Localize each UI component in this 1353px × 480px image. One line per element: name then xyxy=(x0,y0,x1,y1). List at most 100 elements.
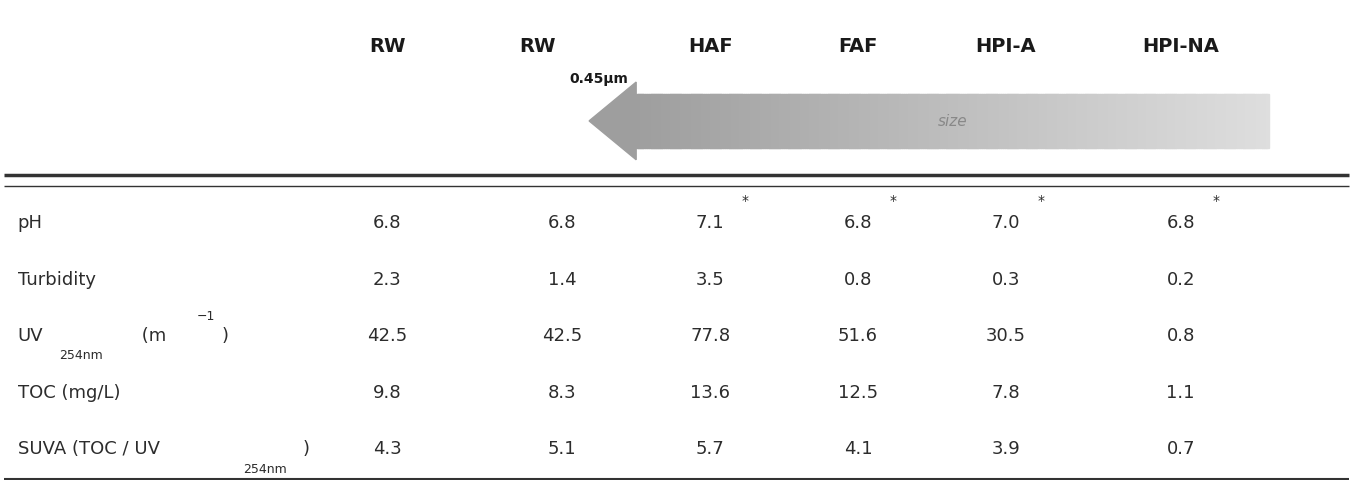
Bar xyxy=(1157,95,1160,149)
Bar xyxy=(1249,95,1252,149)
Text: 1.1: 1.1 xyxy=(1166,383,1195,401)
Bar xyxy=(832,95,835,149)
Bar xyxy=(1238,95,1242,149)
Bar xyxy=(1226,95,1229,149)
Text: SUVA (TOC / UV: SUVA (TOC / UV xyxy=(18,439,160,457)
Bar xyxy=(813,95,816,149)
Bar xyxy=(1036,95,1039,149)
Bar xyxy=(662,95,664,149)
Bar xyxy=(905,95,909,149)
Bar xyxy=(640,95,643,149)
Bar xyxy=(1115,95,1118,149)
Bar xyxy=(674,95,676,149)
Bar xyxy=(798,95,801,149)
Bar xyxy=(1206,95,1208,149)
Bar xyxy=(769,95,771,149)
Bar xyxy=(1112,95,1115,149)
Bar xyxy=(824,95,827,149)
Bar xyxy=(733,95,736,149)
Bar xyxy=(999,95,1001,149)
Bar xyxy=(946,95,948,149)
Text: RW: RW xyxy=(369,37,406,56)
Bar xyxy=(920,95,923,149)
Bar xyxy=(1124,95,1127,149)
Bar xyxy=(1241,95,1243,149)
Polygon shape xyxy=(589,83,636,160)
Bar xyxy=(1199,95,1201,149)
Bar xyxy=(739,95,743,149)
Bar xyxy=(1072,95,1076,149)
Bar xyxy=(1247,95,1250,149)
Bar xyxy=(729,95,732,149)
Bar xyxy=(897,95,900,149)
Bar xyxy=(1093,95,1096,149)
Bar xyxy=(935,95,938,149)
Bar xyxy=(1045,95,1047,149)
Bar xyxy=(1161,95,1164,149)
Text: 3.5: 3.5 xyxy=(695,270,724,288)
Bar xyxy=(996,95,999,149)
Bar xyxy=(1180,95,1183,149)
Bar xyxy=(727,95,729,149)
Text: 6.8: 6.8 xyxy=(373,214,402,232)
Bar xyxy=(810,95,813,149)
Bar xyxy=(821,95,824,149)
Bar xyxy=(904,95,907,149)
Text: 0.2: 0.2 xyxy=(1166,270,1195,288)
Bar xyxy=(924,95,928,149)
Bar xyxy=(754,95,756,149)
Bar xyxy=(1252,95,1254,149)
Bar xyxy=(881,95,884,149)
Text: 77.8: 77.8 xyxy=(690,326,731,345)
Bar xyxy=(649,95,652,149)
Bar xyxy=(957,95,959,149)
Bar xyxy=(825,95,828,149)
Text: TOC (mg/L): TOC (mg/L) xyxy=(18,383,120,401)
Bar xyxy=(1256,95,1258,149)
Bar xyxy=(930,95,932,149)
Text: size: size xyxy=(938,114,967,129)
Bar xyxy=(1127,95,1130,149)
Text: *: * xyxy=(741,193,748,207)
Bar xyxy=(1260,95,1262,149)
Bar xyxy=(714,95,717,149)
Bar xyxy=(748,95,751,149)
Bar xyxy=(1176,95,1178,149)
Bar xyxy=(1234,95,1237,149)
Bar xyxy=(1015,95,1019,149)
Text: 6.8: 6.8 xyxy=(548,214,576,232)
Bar xyxy=(835,95,838,149)
Text: 0.8: 0.8 xyxy=(844,270,873,288)
Bar xyxy=(931,95,934,149)
Bar xyxy=(916,95,919,149)
Bar xyxy=(670,95,672,149)
Bar xyxy=(847,95,850,149)
Bar xyxy=(659,95,662,149)
Bar xyxy=(862,95,865,149)
Bar xyxy=(1187,95,1189,149)
Bar xyxy=(1262,95,1265,149)
Bar xyxy=(1101,95,1104,149)
Bar xyxy=(1245,95,1247,149)
Bar xyxy=(855,95,858,149)
Bar xyxy=(1188,95,1191,149)
Bar xyxy=(708,95,710,149)
Bar xyxy=(854,95,856,149)
Bar xyxy=(982,95,985,149)
Bar xyxy=(744,95,747,149)
Bar xyxy=(801,95,804,149)
Bar xyxy=(668,95,671,149)
Bar xyxy=(1207,95,1210,149)
Bar xyxy=(682,95,685,149)
Bar xyxy=(885,95,888,149)
Bar xyxy=(877,95,879,149)
Bar xyxy=(1120,95,1123,149)
Bar xyxy=(1165,95,1168,149)
Bar xyxy=(1059,95,1062,149)
Bar xyxy=(994,95,997,149)
Bar xyxy=(948,95,951,149)
Text: 254nm: 254nm xyxy=(60,349,103,362)
Bar xyxy=(919,95,921,149)
Bar xyxy=(1047,95,1050,149)
Bar xyxy=(1022,95,1024,149)
